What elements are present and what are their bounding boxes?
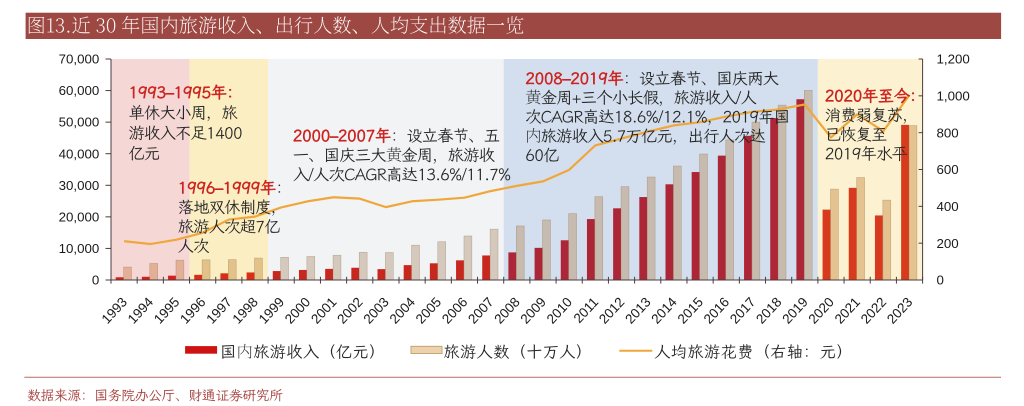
svg-text:50,000: 50,000	[59, 115, 100, 130]
svg-text:40,000: 40,000	[59, 146, 100, 161]
svg-text:20,000: 20,000	[59, 209, 100, 224]
svg-text:400: 400	[937, 199, 959, 214]
svg-text:200: 200	[937, 236, 959, 251]
svg-text:30,000: 30,000	[59, 178, 100, 193]
svg-text:70,000: 70,000	[59, 52, 100, 67]
svg-text:10,000: 10,000	[59, 241, 100, 256]
svg-text:60,000: 60,000	[59, 83, 100, 98]
svg-text:0: 0	[937, 273, 944, 288]
svg-text:800: 800	[937, 125, 959, 140]
svg-text:600: 600	[937, 162, 959, 177]
svg-text:1,000: 1,000	[937, 88, 970, 103]
svg-text:1,200: 1,200	[937, 52, 970, 67]
svg-text:0: 0	[92, 273, 99, 288]
